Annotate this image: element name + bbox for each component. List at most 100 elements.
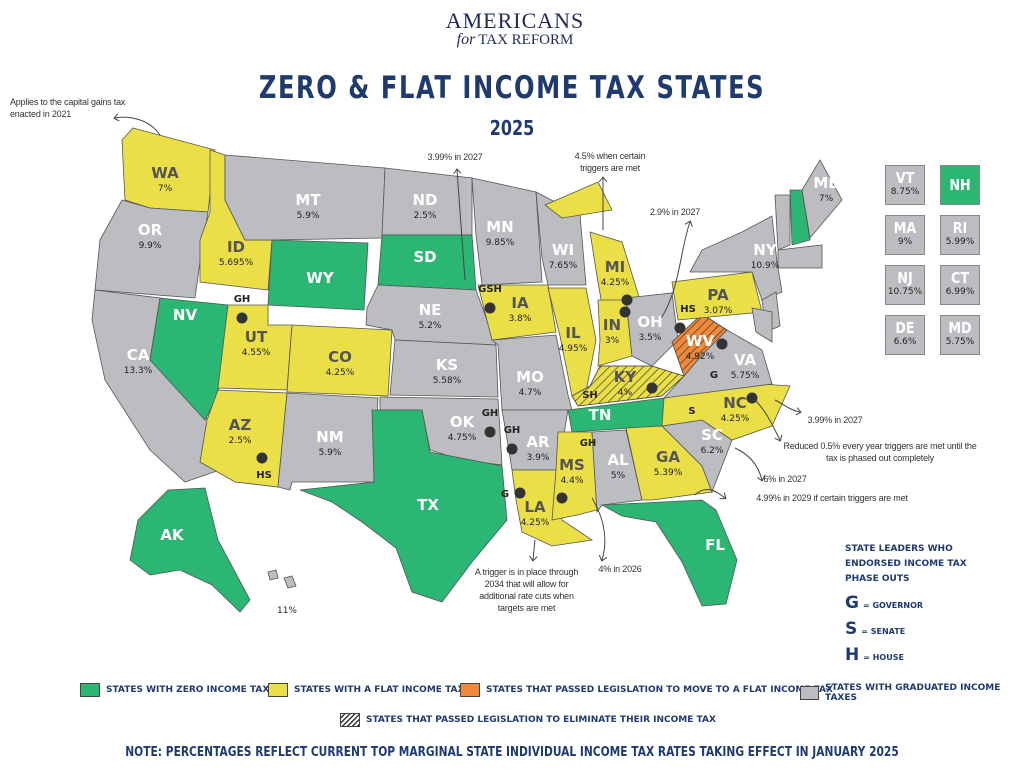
- state-rate-ga: 5.39%: [654, 468, 683, 478]
- state-rate-oh: 3.5%: [639, 333, 662, 343]
- state-hi: [283, 575, 297, 589]
- leader-endorsement-dot-in: [619, 306, 631, 318]
- state-vtm: [774, 194, 791, 251]
- state-rate-la: 4.25%: [521, 518, 550, 528]
- annotation-arrow-nc2: [754, 399, 780, 440]
- annotation-arrow-oh: [659, 222, 690, 321]
- leader-codes-wv: G: [710, 370, 718, 381]
- state-label-al: AL: [607, 451, 629, 469]
- state-label-ga: GA: [656, 448, 680, 466]
- state-label-ky: KY: [614, 368, 638, 386]
- state-tx: [299, 409, 508, 603]
- state-box-nj: NJ 10.75%: [885, 265, 925, 305]
- logo-line2: TAX REFORM: [478, 32, 574, 48]
- state-label-va: VA: [734, 351, 757, 369]
- state-box-nh: NH: [940, 165, 980, 205]
- state-label-sd: SD: [413, 248, 436, 266]
- leader-endorsement-dot-mi: [621, 294, 633, 306]
- leader-codes-ky: SH: [582, 390, 598, 401]
- state-label-tn: TN: [589, 406, 612, 424]
- annotation-arrow-sc: [734, 447, 762, 480]
- state-rate-mi: 4.25%: [601, 278, 630, 288]
- state-label-ne: NE: [419, 301, 442, 319]
- leaders-key: STATE LEADERS WHO ENDORSED INCOME TAX PH…: [845, 542, 995, 665]
- state-rate-mo: 4.7%: [519, 388, 542, 398]
- state-box-rate: 6.6%: [893, 337, 917, 347]
- state-nhm: [789, 189, 811, 246]
- state-label-az: AZ: [229, 416, 252, 434]
- state-label-wy: WY: [306, 269, 335, 287]
- leader-codes-ms: GH: [580, 438, 597, 449]
- leaders-key-heading: STATE LEADERS WHO ENDORSED INCOME TAX PH…: [845, 544, 967, 584]
- state-box-label: NH: [949, 176, 971, 194]
- leader-codes-ut: GH: [234, 294, 251, 305]
- state-label-fl: FL: [705, 536, 725, 554]
- state-box-label: MA: [893, 219, 917, 237]
- state-rate-pa: 3.07%: [704, 306, 733, 316]
- legend-zero: STATES WITH ZERO INCOME TAX: [80, 683, 269, 697]
- state-box-rate: 5.99%: [945, 237, 975, 247]
- leader-endorsement-dot-ok: [484, 426, 496, 438]
- leader-endorsement-dot-ky: [646, 382, 658, 394]
- state-rate-sc: 6.2%: [701, 446, 724, 456]
- annotation-ga: 4.99% in 2029 if certain triggers are me…: [756, 493, 908, 503]
- state-wv-hatch: [671, 313, 728, 377]
- leaders-key-house: H = HOUSE: [845, 645, 904, 665]
- leader-endorsement-dot-la: [514, 487, 526, 499]
- state-rate-nm: 5.9%: [319, 448, 342, 458]
- state-rate-nc: 4.25%: [721, 414, 750, 424]
- state-rate-me: 7%: [819, 194, 834, 204]
- state-box-ri: RI 5.99%: [940, 215, 980, 255]
- leaders-key-senate: S = SENATE: [845, 619, 906, 639]
- state-box-rate: 5.75%: [945, 337, 975, 347]
- annotation-wa: Applies to the capital gains tax enacted…: [10, 97, 126, 119]
- state-ak: [129, 487, 251, 613]
- state-rate-hi: 11%: [277, 606, 297, 616]
- state-nm: [277, 392, 379, 491]
- state-rate-az: 2.5%: [229, 436, 252, 446]
- state-label-nc: NC: [723, 394, 747, 412]
- state-label-me: ME: [813, 174, 838, 192]
- logo-for: for: [456, 31, 476, 48]
- state-label-co: CO: [328, 348, 352, 366]
- state-box-vt: VT 8.75%: [885, 165, 925, 205]
- state-label-ia: IA: [511, 294, 529, 312]
- state-box-label: MD: [948, 319, 972, 337]
- leader-endorsement-dot-ms: [556, 492, 568, 504]
- leader-codes-nc: S: [688, 406, 695, 417]
- state-label-oh: OH: [637, 313, 662, 331]
- atr-logo: AMERICANS for TAX REFORM: [420, 10, 610, 48]
- state-nem: [777, 244, 823, 269]
- state-rate-al: 5%: [611, 471, 626, 481]
- state-wy: [267, 239, 369, 311]
- state-label-ks: KS: [436, 356, 458, 374]
- annotation-arrow-nd: [457, 170, 466, 281]
- state-rate-in: 3%: [605, 336, 620, 346]
- leader-endorsement-dot-nc: [746, 392, 758, 404]
- state-rate-wv: 4.92%: [686, 352, 715, 362]
- state-label-mo: MO: [516, 368, 544, 386]
- state-rate-mn: 9.85%: [486, 238, 515, 248]
- state-label-ut: UT: [245, 328, 268, 346]
- state-rate-mt: 5.9%: [297, 211, 320, 221]
- state-box-label: NJ: [897, 269, 913, 287]
- state-rate-co: 4.25%: [326, 368, 355, 378]
- leaders-key-governor: G = GOVERNOR: [845, 593, 924, 613]
- state-rate-ky: 4%: [618, 388, 633, 398]
- state-label-ms: MS: [559, 456, 585, 474]
- leader-endorsement-dot-ar: [506, 443, 518, 455]
- legend-flat: STATES WITH A FLAT INCOME TAX: [268, 683, 464, 697]
- state-ia: [477, 284, 557, 341]
- state-rate-wa: 7%: [158, 184, 173, 194]
- leader-codes-la: G: [501, 489, 509, 500]
- state-label-hi: HI: [278, 586, 296, 604]
- state-label-id: ID: [227, 238, 245, 256]
- state-label-ak: AK: [160, 526, 185, 544]
- state-box-rate: 10.75%: [887, 287, 923, 297]
- state-label-wi: WI: [552, 241, 574, 259]
- state-co: [286, 324, 393, 397]
- state-label-il: IL: [565, 324, 581, 342]
- state-rate-ok: 4.75%: [448, 433, 477, 443]
